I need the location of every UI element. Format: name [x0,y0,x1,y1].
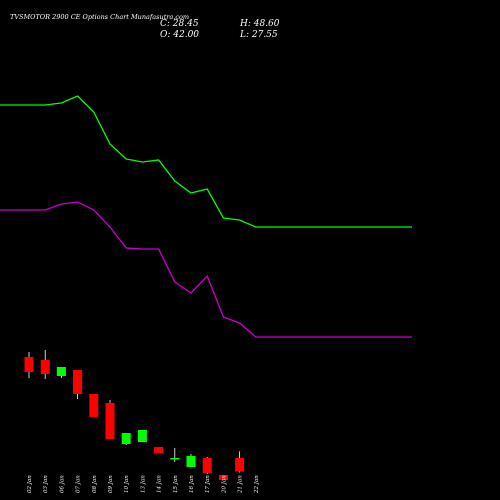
x-tick-label: 02 Jan [27,475,33,493]
candle-body [137,430,147,442]
candle-body [89,394,99,417]
candle-body [218,475,228,480]
x-tick-label: 06 Jan [59,475,65,493]
candle-body [186,456,196,467]
band-line-1 [0,95,412,228]
candle-body [73,370,83,394]
candle-body [56,367,66,376]
candle [40,350,50,379]
candle [56,367,66,378]
candle [218,475,228,480]
candle-body [170,458,180,460]
candle [235,451,245,473]
candle [105,400,115,439]
x-tick-label: 14 Jan [157,475,163,493]
x-tick-label: 15 Jan [173,475,179,493]
x-tick-label: 16 Jan [189,475,195,493]
candle-body [235,458,245,472]
x-tick-label: 22 Jan [254,475,260,494]
x-tick-label: 17 Jan [205,475,211,493]
x-tick-label: 13 Jan [140,475,146,493]
candle-body [105,403,115,439]
high-label: H: 48.60 [239,19,280,29]
candle-body [202,458,212,473]
band-line-2 [0,201,412,338]
candle [154,447,164,453]
candle-body [40,360,50,374]
close-label: C: 28.45 [160,19,199,29]
candle [170,448,180,462]
candle [137,430,147,442]
candle [89,394,99,417]
x-tick-label: 09 Jan [108,475,114,493]
candle [121,433,131,445]
candle-body [154,447,164,453]
x-tick-label: 07 Jan [76,475,82,493]
candles [24,350,245,480]
x-tick-label: 21 Jan [238,475,244,494]
x-tick-label: 03 Jan [43,475,49,493]
candle-body [121,433,131,444]
candle [202,457,212,474]
candle [24,352,34,378]
x-tick-label: 08 Jan [92,475,98,493]
candle [73,370,83,399]
x-tick-label: 10 Jan [124,475,130,493]
open-label: O: 42.00 [160,30,199,40]
x-tick-label: 20 Jan [221,475,227,494]
candle-body [24,357,34,372]
candle [186,454,196,467]
chart-title: TVSMOTOR 2900 CE Options Chart Munafasut… [10,13,189,21]
low-label: L: 27.55 [239,30,278,40]
x-axis-ticks: 02 Jan 03 Jan 06 Jan 07 Jan 08 Jan 09 Jan 10 J… [27,475,260,494]
band-lines [0,95,412,338]
